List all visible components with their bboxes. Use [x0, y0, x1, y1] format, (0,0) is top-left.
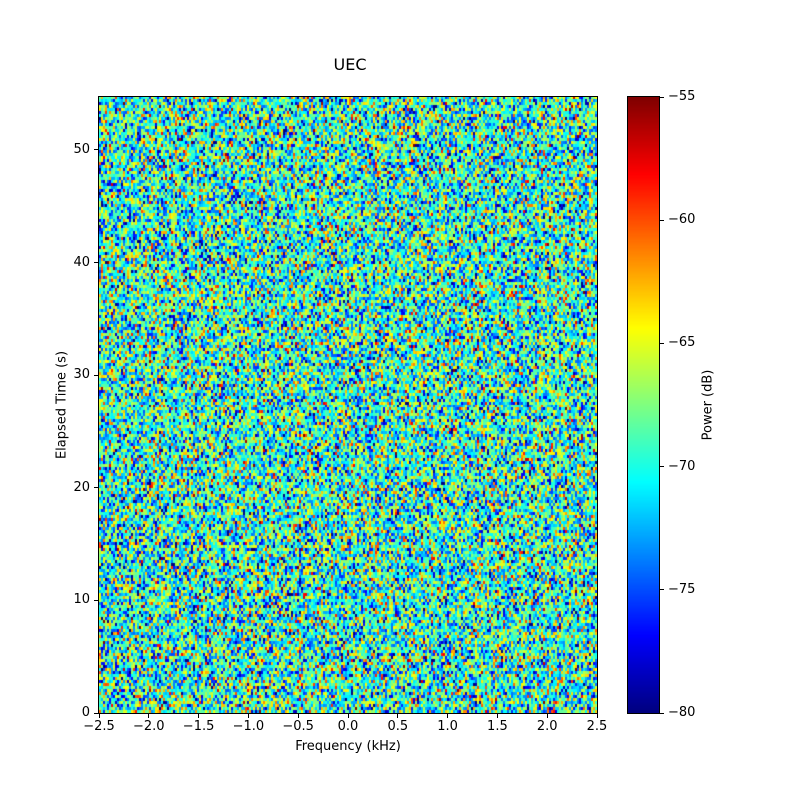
y-tick-label: 20 [73, 479, 90, 495]
x-tick-label: −1.5 [182, 719, 215, 734]
x-tick-label: 1.5 [487, 719, 508, 734]
x-tick-label: 2.5 [586, 719, 608, 734]
x-tick-mark [397, 714, 399, 718]
colorbar-tick-mark [660, 466, 664, 468]
x-tick-mark [297, 714, 299, 718]
y-tick-mark [94, 487, 98, 489]
colorbar-tick-mark [660, 589, 664, 591]
colorbar-tick-label: −60 [668, 212, 696, 228]
x-tick-label: −2.0 [133, 719, 165, 734]
colorbar-gradient [628, 97, 659, 713]
colorbar-tick-label: −70 [668, 458, 696, 474]
y-tick-mark [94, 149, 98, 151]
x-tick-mark [447, 714, 449, 718]
x-tick-mark [148, 714, 150, 718]
y-tick-label: 0 [81, 705, 90, 720]
colorbar-tick-label: −55 [668, 89, 696, 104]
x-tick-label: −1.0 [232, 719, 265, 734]
x-tick-label: 1.0 [437, 719, 458, 734]
y-tick-mark [94, 262, 98, 264]
colorbar-tick-label: −75 [668, 581, 696, 597]
y-tick-mark [94, 374, 98, 376]
colorbar-tick-label: −65 [668, 335, 696, 351]
x-tick-mark [596, 714, 598, 718]
colorbar-tick-mark [660, 219, 664, 221]
x-tick-mark [496, 714, 498, 718]
x-tick-mark [546, 714, 548, 718]
x-tick-mark [247, 714, 249, 718]
colorbar-label: Power (dB) [700, 369, 716, 441]
title-line-main: UEC [333, 55, 367, 74]
x-tick-label: −2.5 [83, 719, 115, 734]
x-tick-mark [198, 714, 200, 718]
x-tick-label: 0.5 [387, 719, 409, 734]
colorbar-tick-mark [660, 342, 664, 344]
colorbar [627, 96, 660, 714]
y-tick-mark [94, 712, 98, 714]
x-tick-label: 2.0 [536, 719, 558, 734]
x-tick-mark [347, 714, 349, 718]
y-tick-label: 30 [73, 367, 90, 383]
y-tick-label: 40 [73, 254, 90, 270]
x-tick-label: 0.0 [337, 719, 359, 734]
y-tick-label: 50 [73, 141, 90, 157]
x-tick-label: −0.5 [282, 719, 314, 734]
y-tick-mark [94, 599, 98, 601]
x-axis-label: Frequency (kHz) [295, 739, 401, 754]
colorbar-tick-mark [660, 96, 664, 98]
y-tick-label: 10 [73, 592, 90, 608]
colorbar-tick-mark [660, 712, 664, 714]
spectrogram-heatmap [99, 97, 597, 713]
colorbar-tick-label: −80 [668, 705, 696, 720]
x-tick-mark [98, 714, 100, 718]
heatmap-plot-area [98, 96, 598, 714]
